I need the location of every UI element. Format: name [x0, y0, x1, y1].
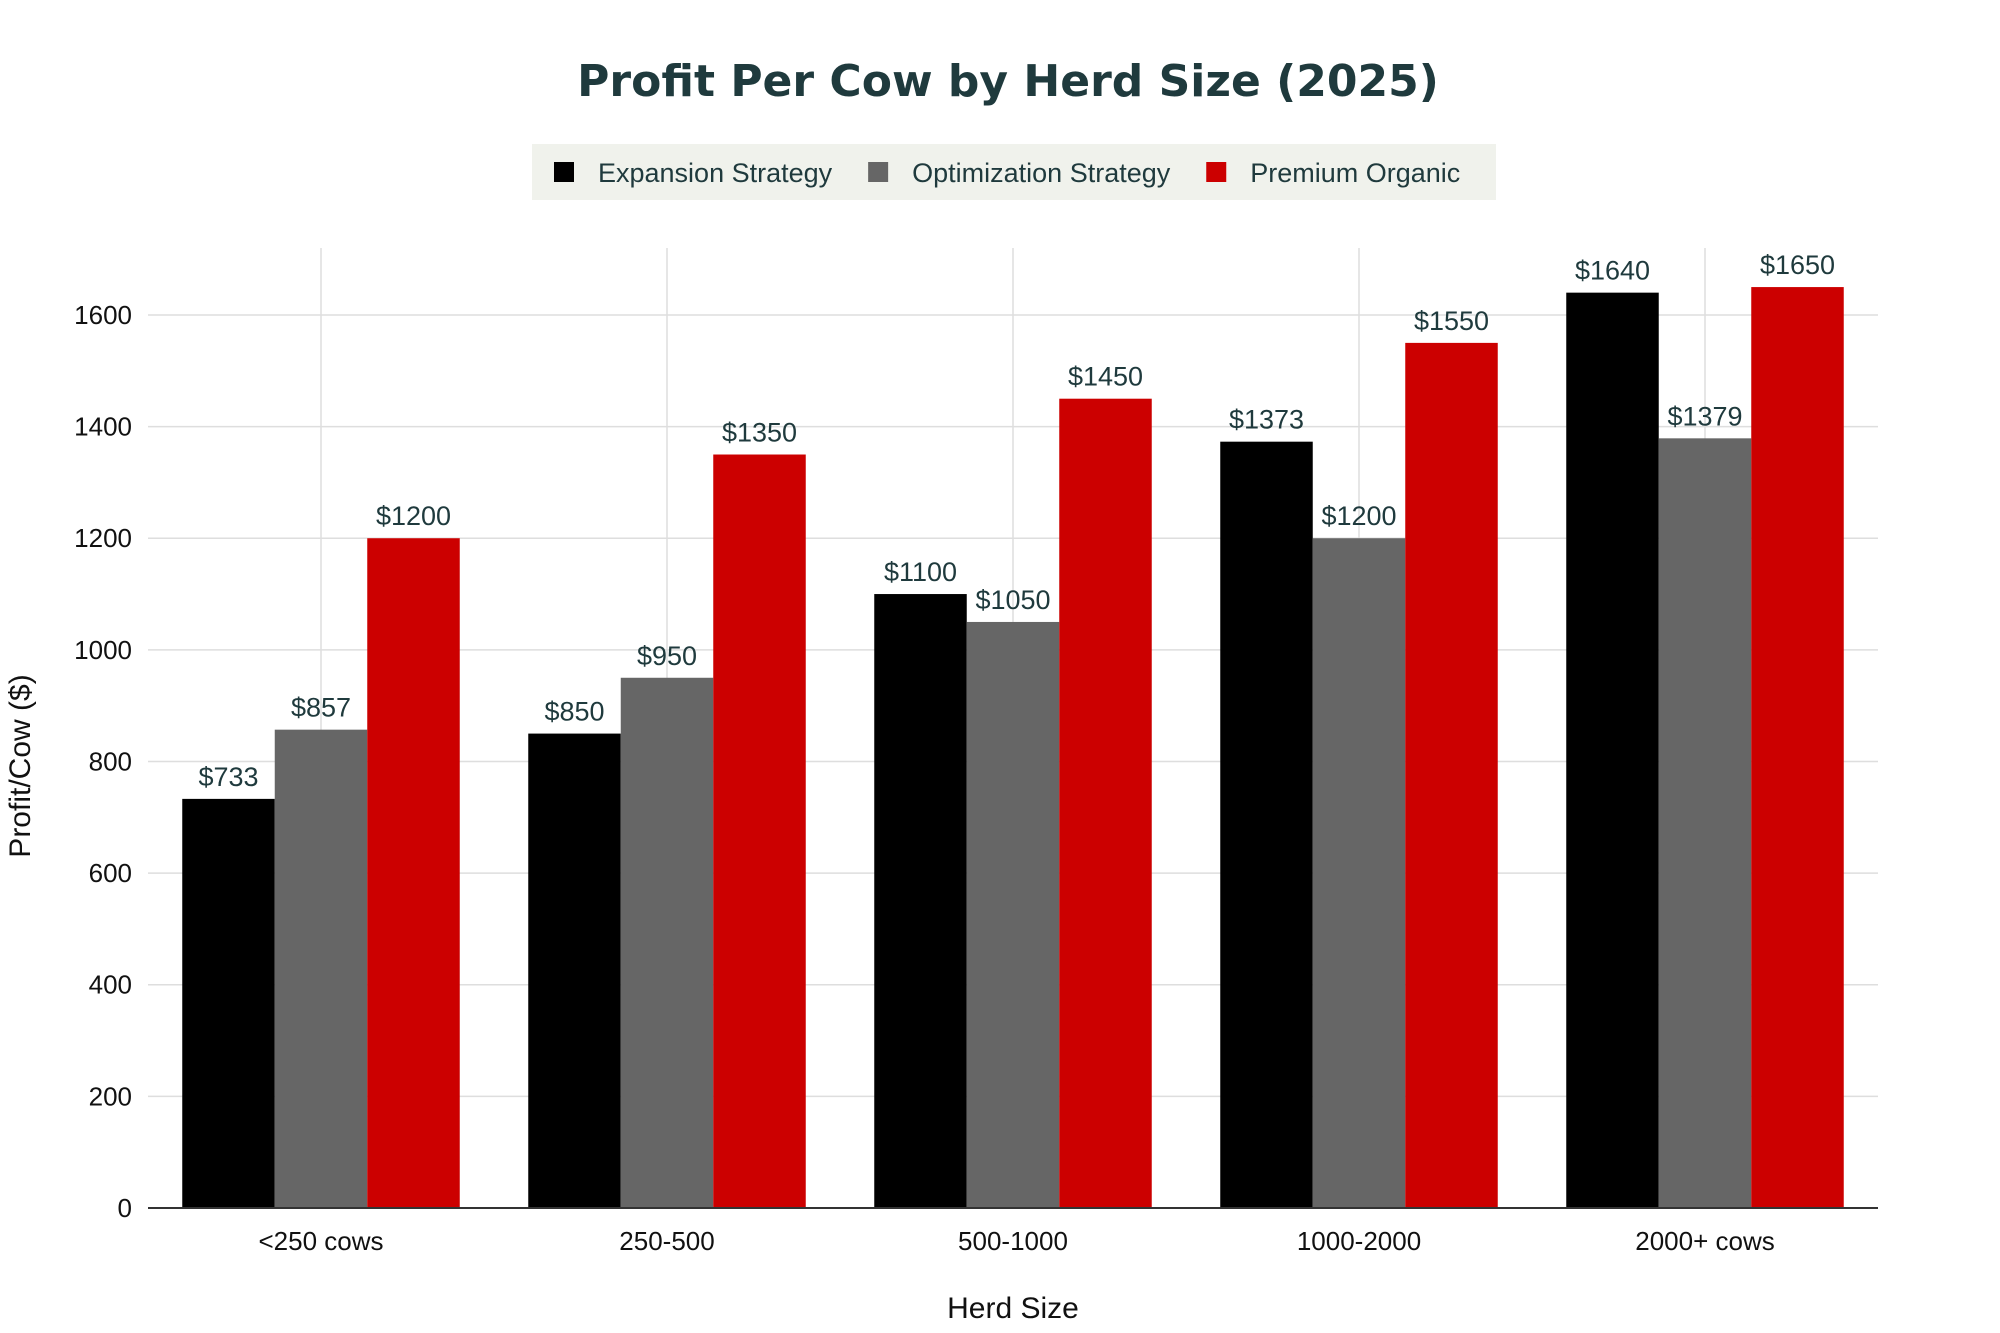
y-axis-ticks: 0 200 400 600 800 1000 1200 1400 1600 — [74, 300, 132, 1223]
y-tick-label: 1200 — [74, 523, 132, 553]
y-tick-label: 600 — [89, 858, 132, 888]
data-label: $1050 — [975, 585, 1050, 615]
data-label: $1200 — [1321, 501, 1396, 531]
bar-optimization-strategy-2000-cows — [1658, 438, 1752, 1209]
bar-premium-organic-2000-cows — [1751, 287, 1844, 1208]
data-label: $1450 — [1068, 362, 1143, 392]
bar-premium-organic-1000-2000 — [1405, 342, 1498, 1208]
x-axis-title: Herd Size — [947, 1292, 1079, 1325]
y-tick-label: 400 — [89, 970, 132, 1000]
data-label: $1379 — [1667, 401, 1742, 431]
bar-premium-organic-250-cows — [367, 538, 460, 1208]
data-label: $1100 — [884, 557, 957, 587]
legend-swatch-premium-organic — [1206, 162, 1227, 182]
data-label: $857 — [291, 693, 351, 723]
data-label: $1640 — [1575, 256, 1650, 286]
chart-title: Profit Per Cow by Herd Size (2025) — [577, 56, 1439, 107]
y-tick-label: 800 — [89, 746, 132, 776]
y-tick-label: 1400 — [74, 412, 132, 442]
legend-label-expansion-strategy: Expansion Strategy — [598, 158, 833, 188]
data-label: $733 — [198, 762, 258, 792]
bar-optimization-strategy-250-cows — [274, 729, 368, 1208]
x-tick-label: <250 cows — [258, 1226, 383, 1256]
x-tick-label: 1000-2000 — [1297, 1226, 1421, 1256]
y-tick-label: 1600 — [74, 300, 132, 330]
data-label: $1550 — [1414, 306, 1489, 336]
bar-expansion-strategy-250-cows — [182, 798, 275, 1208]
legend-swatch-optimization-strategy — [868, 162, 889, 182]
bar-optimization-strategy-250-500 — [620, 677, 714, 1208]
bar-optimization-strategy-1000-2000 — [1312, 538, 1406, 1208]
x-axis-ticks: <250 cows 250-500 500-1000 1000-2000 2000+ c… — [258, 1226, 1774, 1256]
y-tick-label: 1000 — [74, 635, 132, 665]
bars — [182, 287, 1844, 1209]
legend-background — [532, 144, 1496, 200]
bar-optimization-strategy-500-1000 — [966, 621, 1060, 1208]
data-label: $1350 — [722, 418, 797, 448]
data-label: $1200 — [376, 501, 451, 531]
x-tick-label: 500-1000 — [958, 1226, 1068, 1256]
bar-expansion-strategy-250-500 — [528, 733, 621, 1208]
legend-label-optimization-strategy: Optimization Strategy — [912, 158, 1171, 188]
data-label: $950 — [637, 641, 697, 671]
y-tick-label: 200 — [89, 1081, 132, 1111]
legend: Expansion Strategy Optimization Strategy P… — [532, 144, 1496, 200]
data-label: $1373 — [1229, 405, 1304, 435]
legend-label-premium-organic: Premium Organic — [1250, 158, 1460, 188]
x-tick-label: 2000+ cows — [1635, 1226, 1774, 1256]
legend-swatch-expansion-strategy — [554, 162, 574, 182]
bar-expansion-strategy-2000-cows — [1566, 292, 1659, 1209]
x-tick-label: 250-500 — [619, 1226, 714, 1256]
y-tick-label: 0 — [118, 1193, 132, 1223]
data-labels: $733 $850 $1100 $1373 $1640 $857 $950 $1050 $120… — [198, 250, 1835, 792]
bar-premium-organic-500-1000 — [1059, 398, 1152, 1209]
bar-expansion-strategy-500-1000 — [874, 594, 967, 1208]
data-label: $1650 — [1760, 250, 1835, 280]
bar-expansion-strategy-1000-2000 — [1220, 441, 1313, 1208]
bar-premium-organic-250-500 — [713, 454, 806, 1209]
y-axis-title: Profit/Cow ($) — [4, 674, 37, 857]
data-label: $850 — [544, 697, 604, 727]
